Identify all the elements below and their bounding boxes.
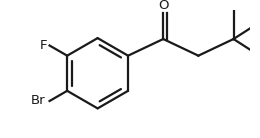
Text: F: F — [39, 39, 47, 52]
Text: Br: Br — [31, 95, 46, 108]
Text: O: O — [158, 0, 168, 12]
